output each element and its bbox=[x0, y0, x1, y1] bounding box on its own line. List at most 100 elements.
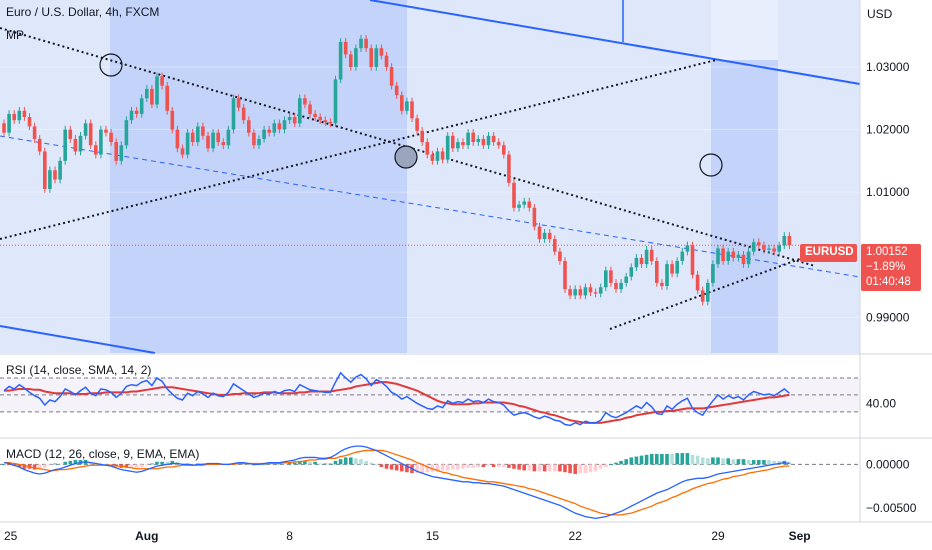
candle-body bbox=[787, 235, 792, 246]
macd-histogram-bar bbox=[751, 460, 756, 465]
macd-histogram-bar bbox=[563, 464, 567, 473]
candle-body bbox=[486, 135, 491, 146]
macd-histogram-bar bbox=[389, 464, 394, 470]
marker-circle[interactable] bbox=[99, 53, 123, 77]
candle-body bbox=[292, 117, 297, 124]
candle-body bbox=[609, 270, 613, 283]
candle-body bbox=[695, 274, 700, 291]
candle-body bbox=[649, 249, 654, 261]
candle-body bbox=[522, 201, 526, 205]
time-axis[interactable]: 25 Aug 8 15 22 29 Sep bbox=[4, 529, 811, 543]
candle-body bbox=[634, 257, 639, 268]
macd-histogram-bar bbox=[512, 464, 516, 469]
candle-body bbox=[206, 135, 210, 149]
macd-histogram-bar bbox=[22, 464, 27, 469]
time-tick-label: 25 bbox=[4, 529, 18, 543]
channel-lower-line[interactable] bbox=[0, 325, 156, 354]
macd-histogram-bar bbox=[629, 457, 634, 465]
macd-tick-label: −0.00500 bbox=[866, 501, 917, 515]
trendline-ascending[interactable] bbox=[0, 59, 717, 240]
macd-histogram-bar bbox=[43, 464, 47, 468]
macd-histogram-bar bbox=[522, 464, 526, 471]
macd-histogram-bar bbox=[721, 458, 725, 465]
candle-body bbox=[114, 142, 118, 161]
macd-histogram-bar bbox=[619, 460, 623, 465]
candle-body bbox=[282, 120, 287, 130]
price-axis[interactable]: 1.03000 1.02000 1.01000 0.99000 40.00 0.00000… bbox=[866, 60, 917, 515]
candle-body bbox=[726, 251, 730, 261]
candle-body bbox=[201, 126, 205, 136]
channel-midline[interactable] bbox=[0, 135, 861, 278]
macd-histogram-bar bbox=[379, 464, 384, 467]
candle-body bbox=[777, 245, 781, 252]
candle-body bbox=[88, 123, 93, 146]
candle-body bbox=[78, 135, 83, 152]
candle-body bbox=[43, 151, 47, 190]
candle-body bbox=[512, 182, 516, 208]
macd-histogram-bar bbox=[343, 457, 348, 465]
macd-histogram-bar bbox=[532, 464, 537, 472]
rsi-tick-label: 40.00 bbox=[866, 396, 896, 410]
macd-histogram-bar bbox=[303, 460, 307, 465]
macd-histogram-bar bbox=[2, 464, 6, 466]
candle-body bbox=[716, 248, 720, 265]
trendline-descending[interactable] bbox=[0, 27, 816, 267]
candle-body bbox=[451, 135, 455, 149]
date-range-highlight-top bbox=[711, 0, 778, 60]
candle-body bbox=[379, 48, 384, 56]
channel-upper-line[interactable] bbox=[369, 0, 861, 85]
candle-body bbox=[354, 48, 358, 67]
candle-body bbox=[262, 129, 266, 139]
candle-body bbox=[303, 98, 307, 105]
macd-histogram-bar bbox=[308, 461, 312, 465]
candle-body bbox=[389, 66, 394, 86]
rsi-line bbox=[3, 371, 790, 427]
candle-body bbox=[359, 38, 363, 49]
macd-histogram-bar bbox=[665, 453, 669, 465]
candle-body bbox=[277, 123, 282, 130]
time-tick-label: 22 bbox=[569, 529, 583, 543]
price-badge bbox=[800, 244, 857, 262]
candle-body bbox=[2, 123, 6, 133]
macd-histogram-bar bbox=[323, 463, 328, 465]
macd-histogram-bar bbox=[553, 464, 557, 472]
macd-histogram-bar bbox=[746, 460, 751, 465]
candle-body bbox=[48, 170, 52, 190]
candle-body bbox=[349, 54, 353, 67]
candle-body bbox=[99, 129, 103, 155]
candle-body bbox=[471, 132, 475, 143]
candle-body bbox=[160, 76, 164, 86]
macd-histogram-bar bbox=[369, 462, 373, 465]
candle-body bbox=[190, 132, 195, 143]
grid bbox=[0, 66, 860, 318]
marker-circle-filled[interactable] bbox=[394, 145, 418, 169]
macd-histogram-bar bbox=[496, 464, 501, 467]
candle-body bbox=[456, 142, 460, 149]
rsi-title[interactable]: RSI (14, close, SMA, 14, 2) bbox=[6, 363, 152, 377]
macd-histogram-bar bbox=[466, 464, 470, 468]
macd-histogram-bar bbox=[762, 460, 766, 465]
macd-histogram-bar bbox=[690, 454, 695, 465]
macd-histogram-bar bbox=[456, 464, 460, 470]
macd-histogram-bar bbox=[757, 460, 761, 465]
candle-body bbox=[364, 38, 368, 49]
candle-body bbox=[496, 142, 501, 146]
macd-histogram-bar bbox=[354, 458, 358, 465]
price-pane-background bbox=[0, 0, 860, 353]
candle-body bbox=[680, 251, 685, 261]
macd-histogram-bar bbox=[685, 453, 690, 465]
candle-body bbox=[481, 138, 486, 146]
macd-histogram-bar bbox=[150, 463, 154, 465]
macd-histogram-bar bbox=[614, 462, 618, 465]
macd-histogram-bar bbox=[507, 464, 511, 468]
indicator-label[interactable]: MP bbox=[6, 28, 24, 42]
macd-histogram-bar bbox=[292, 462, 297, 465]
candle-body bbox=[690, 245, 695, 275]
candle-body bbox=[150, 88, 154, 105]
macd-histogram-bar bbox=[578, 464, 583, 474]
macd-title[interactable]: MACD (12, 26, close, 9, EMA, EMA) bbox=[6, 447, 200, 461]
candle-body bbox=[73, 138, 78, 152]
time-tick-label: 8 bbox=[286, 529, 293, 543]
price-tick-label: 1.01000 bbox=[866, 185, 910, 199]
marker-circle[interactable] bbox=[699, 153, 723, 177]
